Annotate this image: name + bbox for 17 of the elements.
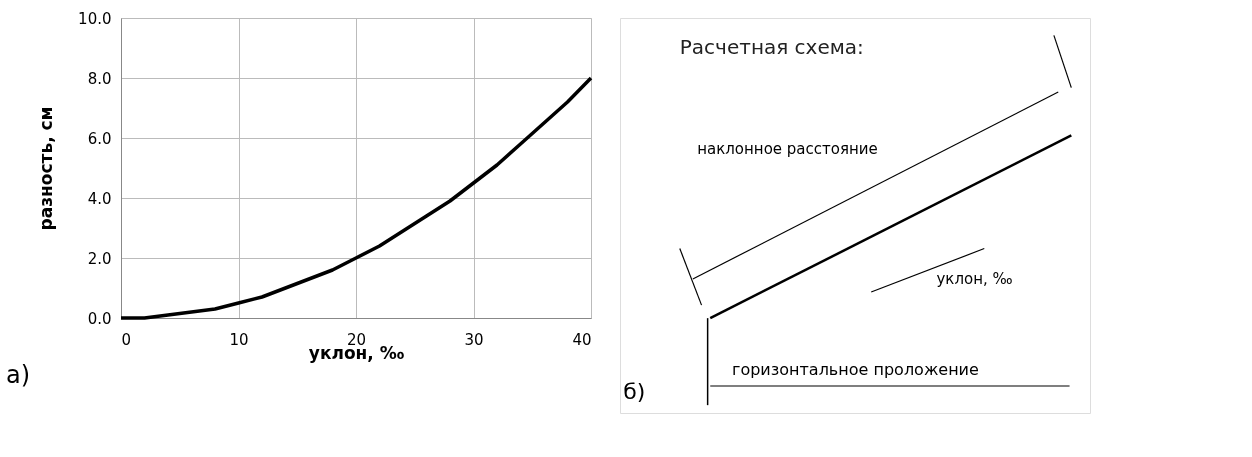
y-tick-label: 2.0: [87, 249, 112, 268]
text: уклон, ‰: [936, 270, 1013, 288]
x-tick-label: 30: [464, 330, 484, 349]
text: а): [6, 361, 31, 389]
y-axis-title: разность, см: [36, 106, 57, 231]
y-tick-label: 0.0: [87, 309, 112, 328]
y-tick-label: 8.0: [87, 69, 112, 88]
x-tick-label: 40: [572, 330, 592, 349]
y-tick-label: 10.0: [78, 9, 112, 28]
text: б): [623, 379, 646, 405]
x-tick-label: 10: [229, 330, 249, 349]
y-tick-label: 4.0: [87, 189, 112, 208]
text: Расчетная схема:: [679, 35, 864, 60]
text: наклонное расстояние: [697, 139, 878, 158]
text: горизонтальное проложение: [732, 360, 979, 380]
y-tick-label: 6.0: [87, 129, 112, 148]
x-tick-label: 0: [121, 330, 132, 349]
